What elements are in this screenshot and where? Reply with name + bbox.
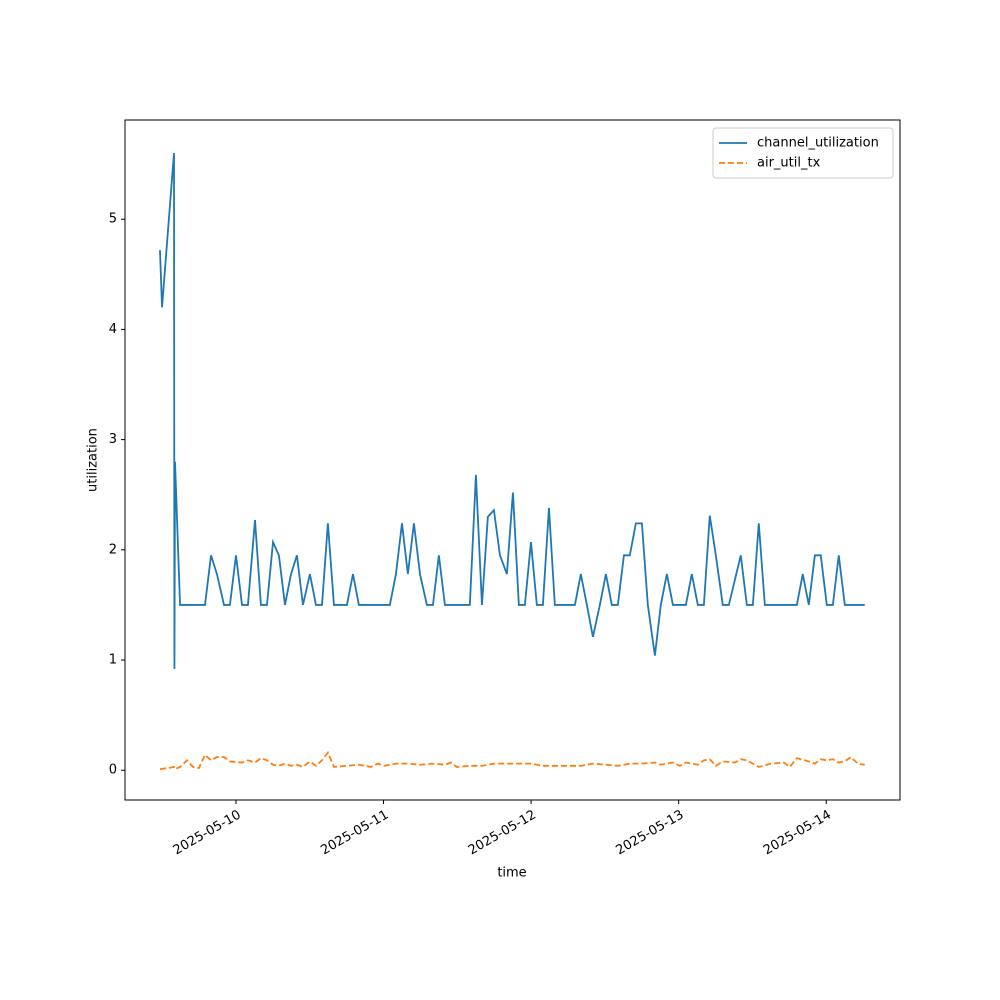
x-axis-label: time: [497, 866, 526, 881]
y-tick-label: 1: [109, 653, 117, 668]
data-line: [159, 152, 865, 669]
legend-box: [712, 127, 894, 179]
y-axis-label: utilization: [86, 428, 101, 492]
plot-frame: [124, 119, 901, 801]
legend-label: air_util_tx: [757, 156, 821, 171]
y-tick-label: 2: [109, 542, 117, 557]
y-tick-label: 4: [109, 322, 117, 337]
legend-label: channel_utilization: [757, 136, 879, 151]
y-tick-label: 3: [109, 432, 117, 447]
data-line: [159, 750, 865, 771]
y-tick-label: 0: [109, 763, 117, 778]
y-tick-label: 5: [109, 212, 117, 227]
